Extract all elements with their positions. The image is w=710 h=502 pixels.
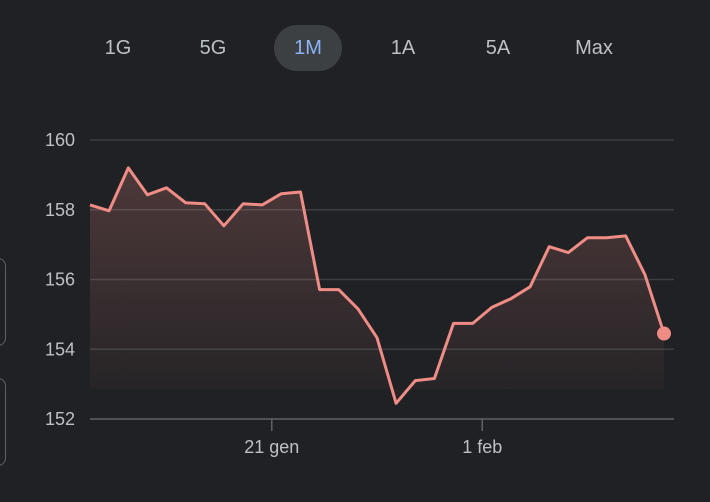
x-tick-label: 21 gen <box>244 437 299 457</box>
x-tick-label: 1 feb <box>462 437 502 457</box>
price-line <box>89 166 666 405</box>
y-tick-label: 152 <box>45 409 75 429</box>
y-tick-label: 156 <box>45 270 75 290</box>
range-5a-button[interactable]: 5A <box>485 37 511 59</box>
range-max-button[interactable]: Max <box>575 37 613 59</box>
x-axis: 21 gen 1 feb <box>244 419 502 457</box>
y-tick-label: 160 <box>45 130 75 150</box>
range-1m-button[interactable]: 1M <box>274 25 342 71</box>
last-price-marker <box>657 326 671 341</box>
price-area-fill <box>90 167 664 404</box>
range-5g-button[interactable]: 5G <box>199 37 227 59</box>
y-tick-label: 154 <box>45 339 75 359</box>
range-1g-button[interactable]: 1G <box>104 37 132 59</box>
y-axis-labels: 160 158 156 154 152 <box>45 130 75 429</box>
y-tick-label: 158 <box>45 200 75 220</box>
range-selector: 1G 5G 1M 1A 5A Max <box>0 25 710 71</box>
range-1a-button[interactable]: 1A <box>390 37 416 59</box>
